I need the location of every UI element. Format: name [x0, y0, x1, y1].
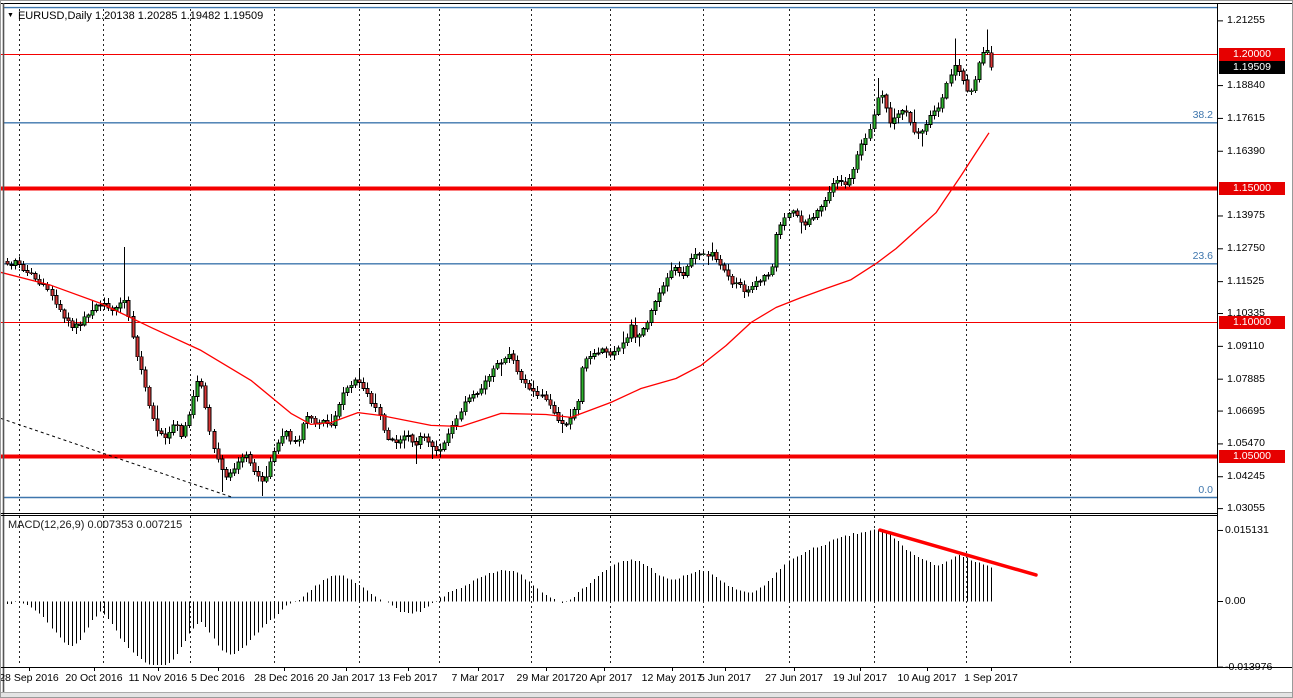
time-axis[interactable]: 28 Sep 2016 20 Oct 2016 11 Nov 2016 5 Dec 2… [0, 667, 1292, 693]
price-axis-label: 1.21255 [1227, 14, 1265, 27]
date-label: 7 Mar 2017 [451, 672, 505, 684]
date-label: 29 Mar 2017 [516, 672, 576, 684]
date-label: 13 Feb 2017 [378, 672, 438, 684]
price-axis-label: 1.16390 [1227, 144, 1265, 157]
fib-level-label: 38.2 [1192, 109, 1213, 122]
axis-ticks [29, 20, 1223, 671]
price-axis[interactable]: 1.21255 1.18840 1.17615 1.16390 1.13975 1.127… [1217, 3, 1292, 673]
price-badge-red: 1.20000 [1219, 47, 1285, 61]
price-axis-label: 1.04245 [1227, 470, 1265, 483]
macd-axis-label: 0.00 [1225, 595, 1246, 607]
candlestick-layer [5, 29, 994, 497]
price-axis-label: 1.09110 [1227, 339, 1265, 352]
chart-frame [1, 3, 1292, 692]
price-axis-label: 1.13975 [1227, 209, 1265, 222]
date-label: 27 Jun 2017 [765, 672, 823, 684]
fib-level-label: 0.0 [1198, 484, 1213, 496]
date-label: 28 Dec 2016 [254, 672, 314, 684]
price-badge-red: 1.15000 [1219, 181, 1285, 195]
macd-indicator-label: MACD(12,26,9) 0.007353 0.007215 [8, 519, 183, 531]
price-axis-label: 1.12750 [1227, 242, 1265, 255]
macd-trendline [878, 528, 1038, 577]
price-axis-label: 1.18840 [1227, 79, 1265, 92]
symbol-label: EURUSD,Daily [17, 10, 92, 22]
macd-histogram [7, 529, 992, 665]
grid-layer [19, 9, 1071, 666]
moving-average-line [1, 132, 990, 428]
current-price-badge: 1.19509 [1219, 60, 1285, 74]
macd-axis-label: 0.015131 [1225, 523, 1269, 536]
date-label: 5 Jun 2017 [699, 672, 751, 684]
macd-axis-label: -0.013976 [1225, 660, 1273, 673]
date-label: 10 Aug 2017 [897, 672, 957, 684]
window-bottom-edge [1, 692, 1292, 697]
fib-lines [4, 6, 1217, 499]
trendline-dashed [1, 418, 234, 499]
price-axis-label: 1.03055 [1227, 502, 1265, 515]
date-label: 12 May 2017 [641, 672, 703, 684]
date-label: 28 Sep 2016 [0, 672, 59, 684]
ohlc-values: 1.20138 1.20285 1.19482 1.19509 [94, 10, 264, 22]
price-axis-label: 1.05470 [1227, 437, 1265, 450]
date-label: 19 Jul 2017 [832, 672, 888, 684]
date-label: 20 Jan 2017 [317, 672, 375, 684]
price-badge-red: 1.05000 [1219, 449, 1285, 463]
price-axis-label: 1.06695 [1227, 404, 1265, 417]
date-label: 20 Apr 2017 [575, 672, 633, 684]
date-label: 1 Sep 2017 [964, 672, 1018, 684]
horizontal-levels [1, 54, 1217, 459]
fib-level-label: 23.6 [1192, 250, 1213, 263]
chart-ohlc-header: ▼ EURUSD,Daily 1.20138 1.20285 1.19482 1.… [7, 10, 263, 22]
date-label: 5 Dec 2016 [191, 672, 245, 684]
collapse-arrow-icon[interactable]: ▼ [7, 12, 14, 19]
price-axis-label: 1.07885 [1227, 372, 1265, 385]
price-axis-label: 1.11525 [1227, 275, 1265, 288]
price-badge-red: 1.10000 [1219, 315, 1285, 329]
date-label: 11 Nov 2016 [128, 672, 188, 684]
price-axis-label: 1.17615 [1227, 111, 1265, 124]
date-label: 20 Oct 2016 [65, 672, 123, 684]
